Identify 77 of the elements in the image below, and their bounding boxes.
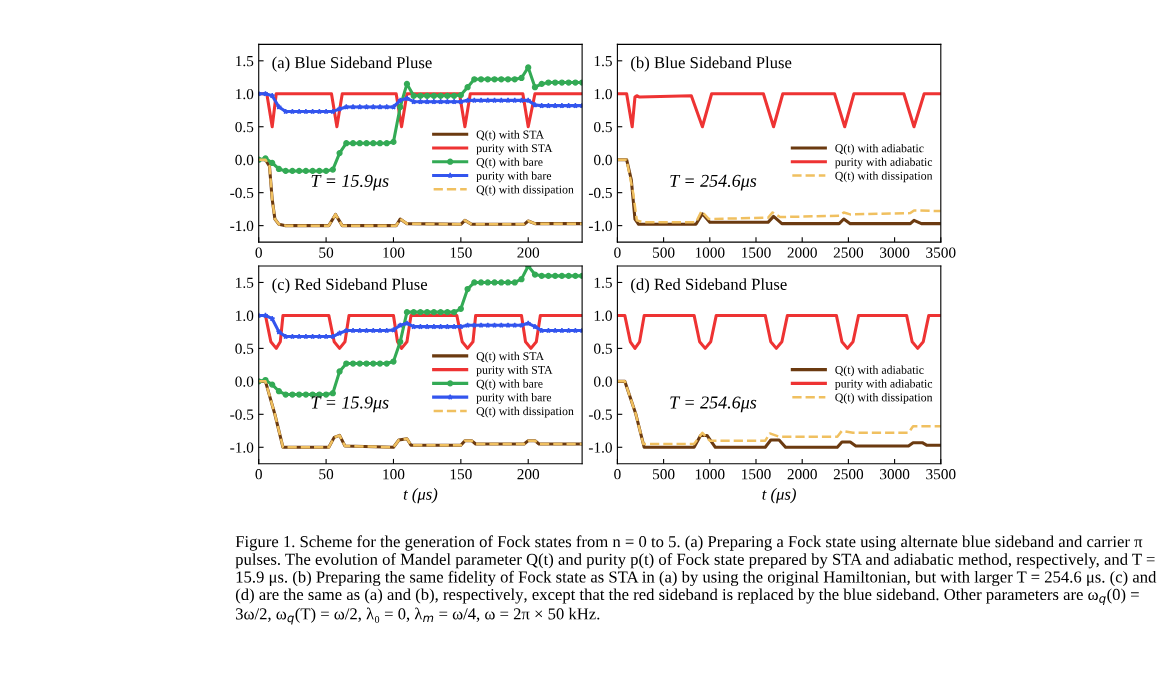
legend-label: Q(t) with STA <box>476 351 544 363</box>
x-tick-label: 2500 <box>833 469 864 480</box>
x-tick-label: 50 <box>319 247 334 258</box>
x-tick-label: 3500 <box>926 469 956 480</box>
x-tick-label: 2000 <box>787 469 817 480</box>
x-tick-label: 50 <box>319 469 334 480</box>
y-tick-label: 0.5 <box>594 343 612 354</box>
legend-label: Q(t) with STA <box>476 130 544 141</box>
y-tick-label: -1.0 <box>230 442 254 453</box>
text: (a) Blue Sideband Pluse <box>272 56 432 72</box>
annotation: T = 15.9μs <box>311 396 389 413</box>
y-tick-label: 0.0 <box>235 376 254 387</box>
x-tick-label: 0 <box>614 247 621 258</box>
text: (d) Red Sideband Pluse <box>631 278 787 294</box>
x-tick-label: 100 <box>383 247 405 258</box>
y-tick-label: -0.5 <box>230 409 254 420</box>
x-tick-label: 0 <box>614 469 621 480</box>
x-tick-label: 200 <box>517 247 540 258</box>
x-tick-label: 150 <box>450 469 472 480</box>
y-tick-label: 0.5 <box>235 343 254 354</box>
legend-label: Q(t) with dissipation <box>476 406 574 418</box>
x-tick-label: 1000 <box>695 469 725 480</box>
legend-label: Q(t) with adiabatic <box>835 365 924 377</box>
x-tick-label: 0 <box>255 469 262 480</box>
legend-label: purity with adiabatic <box>835 379 933 391</box>
x-tick-label: 150 <box>450 247 472 258</box>
x-axis-title: t (μs) <box>762 488 796 504</box>
y-tick-label: 1.0 <box>594 88 612 100</box>
x-tick-label: 1500 <box>742 469 771 480</box>
x-tick-label: 500 <box>653 247 675 258</box>
y-tick-label: 1.0 <box>236 88 254 100</box>
text: Figure 1. Scheme for the generation of Fock states from n = 0 to 5. (a) Preparing a Fock state using alternate blue sideband and carrier π pulses. The evolution of Mandel parameter Q(t) and purity p(t) of Fock state prepared by STA and adiabatic method, respectively, and T = 15.9 μs. (b) Preparing the same fidelity of Fock state as STA in (a) by using the original Hamiltonian, but with larger T = 254.6 μs. (c) and (d) are the same as (a) and (b), respectively, except that the red sideband is replaced by the blue sideband. Other parameters are ω$_{q}$(0) = 3ω/2, ω$_{q}$(T) = ω/2, λ₀ = 0, λ$_{m}$ = ω/4, ω = 2π × 50 kHz. <box>235 535 1157 625</box>
x-tick-label: 2500 <box>833 247 864 258</box>
y-tick-label: 1.0 <box>594 310 612 321</box>
annotation: T = 254.6μs <box>670 396 757 413</box>
y-tick-label: 0.0 <box>594 376 612 387</box>
x-tick-label: 3000 <box>880 469 910 480</box>
x-tick-label: 100 <box>383 469 405 480</box>
legend-label: Q(t) with bare <box>476 157 543 169</box>
legend-label: Q(t) with dissipation <box>476 185 574 196</box>
legend-label: Q(t) with dissipation <box>835 171 933 183</box>
legend-label: purity with adiabatic <box>835 157 933 169</box>
x-tick-label: 500 <box>653 469 675 480</box>
y-tick-label: -1.0 <box>230 220 254 232</box>
legend-label: purity with STA <box>476 143 553 155</box>
y-tick-label: -0.5 <box>588 187 612 199</box>
y-tick-label: -0.5 <box>230 187 254 199</box>
legend-label: purity with bare <box>476 393 552 404</box>
legend-label: purity with bare <box>476 171 552 183</box>
legend-label: Q(t) with dissipation <box>835 393 933 404</box>
legend-label: purity with STA <box>476 365 553 377</box>
y-tick-label: 1.5 <box>236 277 254 288</box>
x-tick-label: 2000 <box>787 247 817 258</box>
text: (b) Blue Sideband Pluse <box>631 56 792 72</box>
y-tick-label: 1.5 <box>594 56 612 67</box>
x-tick-label: 0 <box>255 247 262 258</box>
y-tick-label: 0.5 <box>594 121 612 133</box>
y-tick-label: -1.0 <box>588 220 612 232</box>
text: (c) Red Sideband Pluse <box>272 278 428 294</box>
x-tick-label: 1000 <box>695 247 725 258</box>
legend-label: Q(t) with adiabatic <box>835 143 924 155</box>
y-tick-label: -1.0 <box>588 442 612 453</box>
x-axis-title: t (μs) <box>403 488 438 504</box>
x-tick-label: 200 <box>517 469 540 480</box>
annotation: T = 254.6μs <box>670 174 757 191</box>
y-tick-label: 1.5 <box>236 56 254 67</box>
y-tick-label: 0.0 <box>594 154 612 166</box>
x-tick-label: 3000 <box>880 247 910 258</box>
y-tick-label: 0.5 <box>235 121 254 133</box>
legend-label: Q(t) with bare <box>476 379 543 391</box>
y-tick-label: 1.5 <box>594 277 612 288</box>
x-tick-label: 3500 <box>926 247 956 258</box>
y-tick-label: -0.5 <box>588 409 612 420</box>
y-tick-label: 0.0 <box>235 154 254 166</box>
x-tick-label: 1500 <box>742 247 771 258</box>
y-tick-label: 1.0 <box>236 310 254 321</box>
annotation: T = 15.9μs <box>311 174 389 191</box>
